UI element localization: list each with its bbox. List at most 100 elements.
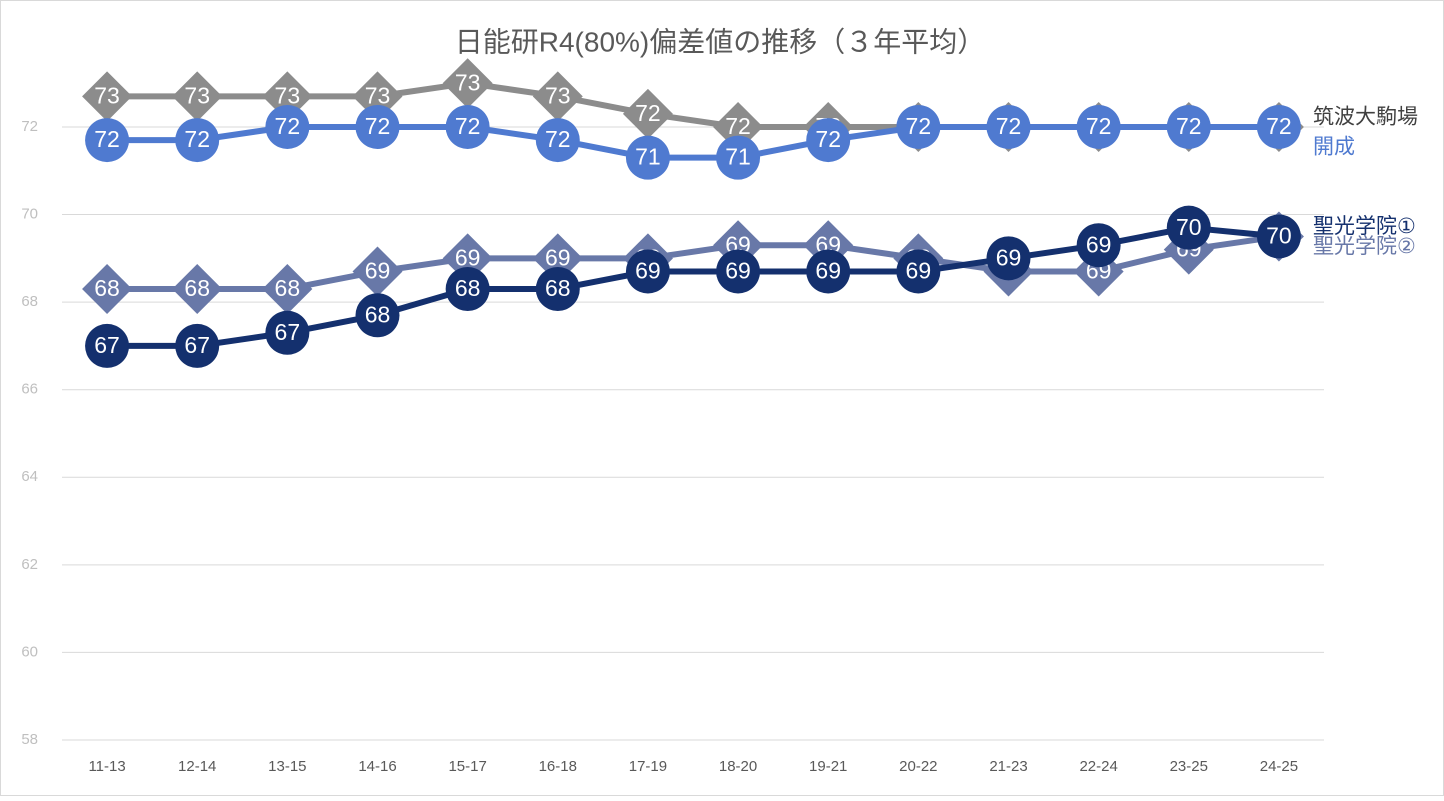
circle-marker [625,249,670,294]
x-tick-label: 20-22 [899,758,937,775]
data-label: 72 [906,113,932,139]
circle-marker [1166,205,1211,250]
circle-marker [1256,214,1301,259]
circle-marker [1256,104,1301,149]
circle-marker [445,104,490,149]
circle-marker [355,293,400,338]
series-name: 聖光学院② [1313,235,1416,258]
data-label: 68 [94,275,120,301]
x-tick-label: 11-13 [88,758,125,775]
circle-marker [806,118,851,163]
circle-marker [535,118,580,163]
circle-marker [445,266,490,311]
diamond-marker [172,263,223,314]
diamond-marker [713,101,764,152]
circle-marker [85,118,130,163]
data-label: 67 [184,332,210,358]
data-label: 67 [94,332,120,358]
y-tick-label: 60 [21,643,38,660]
data-label: 71 [725,144,751,170]
diamond-marker [262,71,313,122]
circle-marker [355,104,400,149]
circle-marker [175,323,220,368]
data-label: 68 [365,301,391,327]
data-label: 72 [275,113,301,139]
x-tick-label: 13-15 [268,758,306,775]
data-label: 73 [94,82,120,108]
circle-marker [265,104,310,149]
circle-marker [986,104,1031,149]
circle-marker [806,249,851,294]
data-label: 72 [635,100,661,126]
x-tick-label: 22-24 [1079,758,1117,775]
diamond-marker [532,71,583,122]
diamond-marker [713,220,764,271]
y-tick-label: 68 [21,293,38,310]
data-label: 71 [635,144,661,170]
data-label: 72 [996,113,1022,139]
circle-marker [175,118,220,163]
circle-marker [535,266,580,311]
x-tick-label: 18-20 [719,758,757,775]
series-name: 開成 [1313,136,1355,159]
circle-marker [716,135,761,180]
data-label: 72 [365,113,391,139]
data-label: 69 [455,244,481,270]
data-label: 69 [815,258,841,284]
data-label: 73 [365,82,391,108]
data-label: 72 [1176,113,1202,139]
data-label: 69 [635,258,661,284]
data-label: 69 [1086,231,1112,257]
y-tick-label: 58 [21,731,38,748]
data-label: 70 [1176,214,1202,240]
circle-marker [1076,104,1121,149]
diamond-marker [532,233,583,284]
data-label: 72 [1266,113,1292,139]
series-name: 筑波大駒場 [1313,106,1418,129]
circle-marker [85,323,130,368]
data-label: 73 [275,82,301,108]
data-label: 72 [545,126,571,152]
data-label: 73 [455,69,481,95]
x-tick-label: 17-19 [629,758,667,775]
diamond-marker [262,263,313,314]
x-tick-label: 14-16 [358,758,396,775]
circle-marker [896,249,941,294]
data-label: 69 [996,244,1022,270]
x-tick-label: 15-17 [448,758,486,775]
diamond-marker [442,58,493,109]
data-label: 73 [545,82,571,108]
x-tick-label: 24-25 [1260,758,1298,775]
diamond-marker [803,220,854,271]
diamond-marker [172,71,223,122]
data-label: 72 [1086,113,1112,139]
data-label: 69 [545,244,571,270]
y-tick-label: 62 [21,556,38,573]
y-tick-label: 66 [21,381,38,398]
circle-marker [1076,223,1121,268]
x-tick-label: 12-14 [178,758,216,775]
circle-marker [896,104,941,149]
x-tick-label: 21-23 [989,758,1027,775]
diamond-marker [352,71,403,122]
diamond-marker [442,233,493,284]
data-label: 68 [184,275,210,301]
series-name: 聖光学院① [1313,215,1416,238]
chart-title: 日能研R4(80%)偏差値の推移（３年平均） [455,26,985,57]
x-tick-label: 23-25 [1170,758,1208,775]
circle-marker [625,135,670,180]
circle-marker [986,236,1031,281]
data-label: 69 [365,258,391,284]
y-tick-label: 70 [21,206,38,223]
data-label: 69 [725,258,751,284]
data-label: 72 [94,126,120,152]
x-tick-label: 19-21 [809,758,847,775]
diamond-marker [82,263,133,314]
data-label: 68 [275,275,301,301]
diamond-marker [352,246,403,297]
data-label: 68 [545,275,571,301]
data-label: 67 [275,319,301,345]
data-label: 72 [184,126,210,152]
data-label: 72 [725,113,751,139]
x-tick-label: 16-18 [539,758,577,775]
